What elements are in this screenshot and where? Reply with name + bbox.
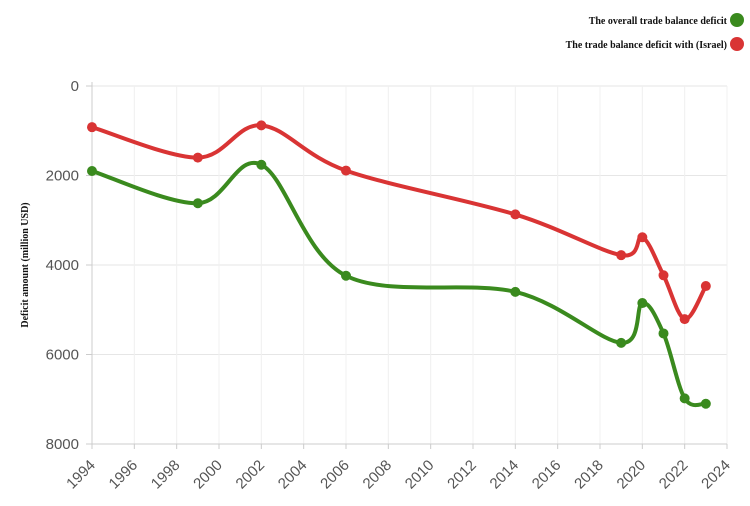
x-tick-label: 2012	[444, 457, 480, 493]
x-tick-label: 2020	[614, 457, 650, 493]
data-point[interactable]	[256, 120, 267, 131]
data-point[interactable]	[679, 314, 690, 325]
series-line	[90, 160, 708, 408]
data-point[interactable]	[341, 165, 351, 176]
series-line	[90, 123, 708, 322]
data-point[interactable]	[87, 122, 97, 133]
x-tick-label: 2008	[360, 457, 396, 493]
data-point[interactable]	[658, 270, 669, 281]
data-point[interactable]	[616, 337, 627, 348]
y-tick-label: 2000	[46, 168, 79, 185]
legend-item[interactable]: The overall trade balance deficit	[589, 13, 744, 27]
data-point[interactable]	[679, 393, 690, 404]
y-axis-ticks: 0 2000 4000 6000 8000	[46, 78, 79, 453]
x-tick-label: 2010	[402, 457, 438, 493]
y-axis-label: Deficit amount (million USD)	[20, 202, 31, 327]
x-tick-label: 1998	[148, 457, 184, 493]
x-tick-label: 2000	[190, 457, 226, 493]
x-tick-label: 1996	[106, 457, 142, 493]
y-tick-label: 8000	[46, 436, 79, 453]
x-tick-label: 2006	[317, 457, 353, 493]
legend-label: The trade balance deficit with (Israel)	[566, 40, 727, 51]
x-tick-label: 2002	[233, 457, 269, 493]
data-point[interactable]	[510, 286, 521, 297]
data-point[interactable]	[658, 328, 669, 339]
x-tick-label: 2024	[698, 457, 734, 493]
data-point[interactable]	[637, 298, 648, 309]
x-tick-label: 2004	[275, 457, 311, 493]
legend-label: The overall trade balance deficit	[589, 16, 728, 27]
y-tick-label: 4000	[46, 257, 79, 274]
legend-marker	[730, 13, 744, 27]
data-point[interactable]	[192, 152, 203, 163]
x-tick-label: 1994	[63, 457, 99, 493]
data-point[interactable]	[616, 250, 627, 261]
series-israel-deficit	[87, 120, 711, 325]
data-point[interactable]	[700, 281, 711, 292]
y-tick-label: 6000	[46, 347, 79, 364]
x-tick-label: 2018	[571, 457, 607, 493]
data-point[interactable]	[256, 159, 267, 170]
legend-marker	[730, 37, 744, 51]
x-tick-label: 2022	[656, 457, 692, 493]
x-tick-label: 2014	[487, 457, 523, 493]
legend-item[interactable]: The trade balance deficit with (Israel)	[566, 37, 744, 51]
grid	[91, 85, 728, 445]
data-point[interactable]	[637, 232, 648, 243]
x-tick-label: 2016	[529, 457, 565, 493]
series-group	[87, 120, 711, 409]
x-axis-ticks: 1994 1996 1998 2000 2002 2004 2006 2008 2010 2012…	[63, 457, 734, 493]
y-tick-label: 0	[71, 78, 79, 95]
data-point[interactable]	[192, 198, 203, 209]
data-point[interactable]	[700, 398, 711, 409]
series-overall-deficit	[87, 159, 711, 409]
data-point[interactable]	[510, 209, 521, 220]
data-point[interactable]	[341, 270, 351, 281]
data-point[interactable]	[87, 166, 97, 177]
legend: The overall trade balance deficit The tra…	[566, 13, 744, 51]
